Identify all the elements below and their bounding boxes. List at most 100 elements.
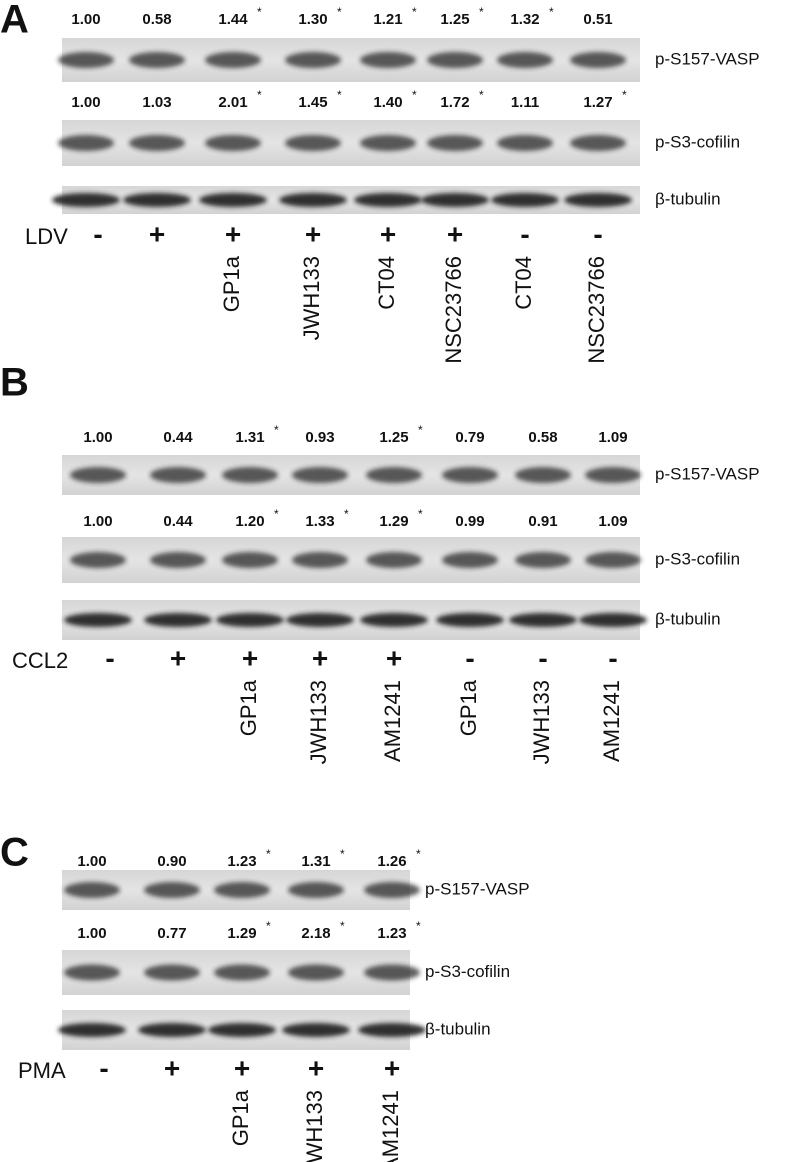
quant-value: 2.18 [301,925,330,942]
row-label: β-tubulin [655,189,721,208]
band [205,52,261,68]
band [360,52,416,68]
quant-value: 0.58 [528,429,557,446]
row-label: p-S3-cofilin [655,549,740,568]
treatment-sign: + [149,218,165,249]
quant-value: 1.26 [377,853,406,870]
drug-label: GP1a [228,1089,253,1146]
drug-label: NSC23766 [584,256,609,364]
band [214,882,270,898]
band [64,882,120,898]
band [199,193,267,207]
drug-label: AM1241 [378,1090,403,1162]
band [58,52,114,68]
band [585,467,641,483]
band [144,964,200,981]
significance-mark: * [412,88,417,102]
significance-mark: * [337,88,342,102]
band [70,467,126,483]
quant-value: 0.93 [305,429,334,446]
treatment-label: PMA [18,1058,66,1083]
drug-label: JWH133 [299,256,324,340]
significance-mark: * [340,919,345,933]
treatment-sign: + [380,218,396,249]
quant-value: 1.23 [377,925,406,942]
band [515,552,571,568]
band [216,613,284,627]
band [286,613,354,627]
band [497,135,553,151]
row-label: p-S3-cofilin [425,962,510,981]
quant-value: 0.91 [528,513,557,530]
row-label: p-S157-VASP [655,464,760,483]
significance-mark: * [549,5,554,19]
significance-mark: * [274,423,279,437]
quant-value: 1.00 [71,94,100,111]
quant-value: 1.31 [235,429,264,446]
panel: C 1.00 0.90 1.23 * 1.31 * 1.26 * p-S157-VASP 1.00 0… [0,831,530,1162]
significance-mark: * [274,507,279,521]
treatment-sign: + [164,1052,180,1083]
significance-mark: * [622,88,627,102]
treatment-sign: + [447,218,463,249]
significance-mark: * [479,88,484,102]
band [129,52,185,68]
quant-value: 1.31 [301,853,330,870]
band [64,613,132,627]
significance-mark: * [266,919,271,933]
band [427,135,483,151]
treatment-sign: + [170,642,186,673]
treatment-sign: - [538,642,547,673]
band [570,135,626,151]
significance-mark: * [266,847,271,861]
quant-value: 1.33 [305,513,334,530]
band [436,613,504,627]
treatment-sign: + [384,1052,400,1083]
band [509,613,577,627]
drug-label: GP1a [456,679,481,736]
drug-label: GP1a [236,679,261,736]
significance-mark: * [479,5,484,19]
significance-mark: * [257,88,262,102]
quant-value: 0.44 [163,513,193,530]
panel-label: C [0,831,29,875]
band [585,552,641,568]
quant-value: 0.90 [157,853,186,870]
quant-value: 1.20 [235,513,264,530]
treatment-sign: + [312,642,328,673]
quant-value: 1.72 [440,94,469,111]
quant-value: 0.58 [142,11,171,28]
band [442,467,498,483]
treatment-label: LDV [25,224,68,249]
panel-label: A [0,0,29,42]
quant-value: 1.25 [379,429,408,446]
quant-value: 1.32 [510,11,539,28]
quant-value: 1.09 [598,513,627,530]
band [421,193,489,207]
band [292,552,348,568]
band [564,193,632,207]
drug-label: CT04 [374,256,399,310]
band [358,1023,426,1037]
significance-mark: * [416,847,421,861]
significance-mark: * [344,507,349,521]
band [52,193,120,207]
drug-label: GP1a [219,255,244,312]
band [491,193,559,207]
treatment-sign: + [305,218,321,249]
row-label: β-tubulin [655,609,721,628]
quant-value: 0.51 [583,11,612,28]
quant-value: 1.29 [227,925,256,942]
band [222,552,278,568]
row-label: p-S157-VASP [425,879,530,898]
treatment-sign: - [93,218,102,249]
quant-value: 1.44 [218,11,248,28]
band [282,1023,350,1037]
band [279,193,347,207]
drug-label: JWH133 [302,1090,327,1162]
band [427,52,483,68]
drug-label: JWH133 [306,680,331,764]
treatment-sign: + [225,218,241,249]
quant-value: 0.77 [157,925,186,942]
